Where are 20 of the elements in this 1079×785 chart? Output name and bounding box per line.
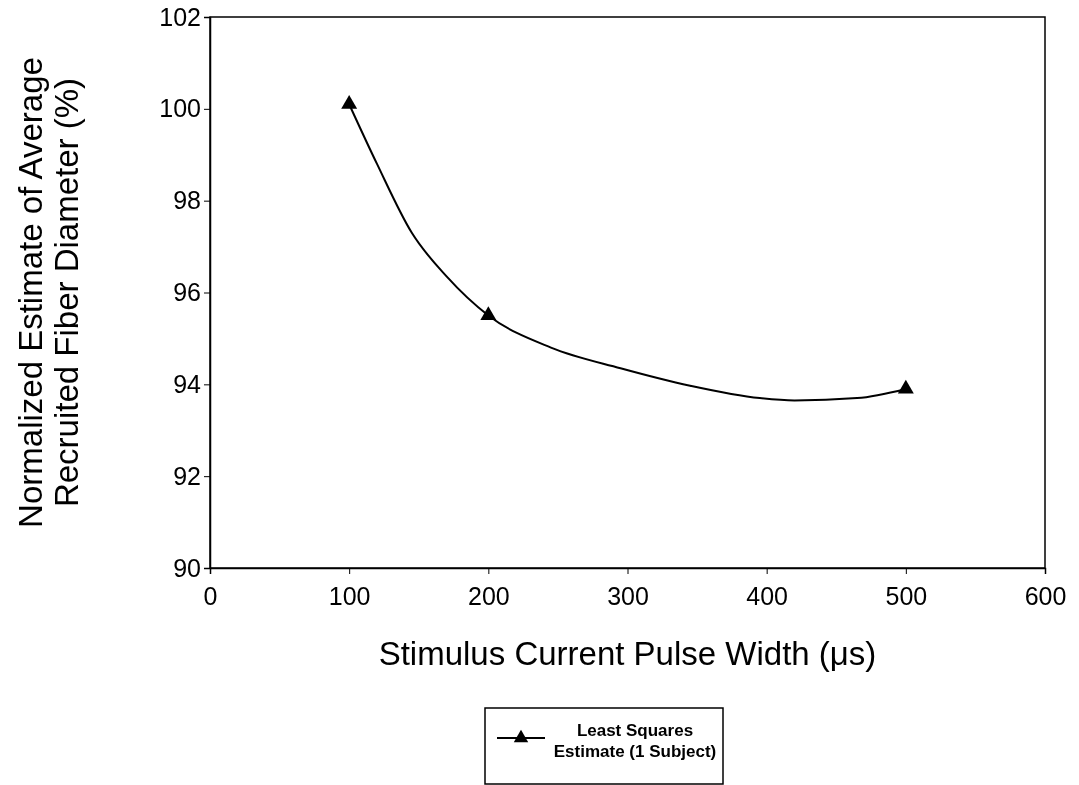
x-tick-label: 500 (885, 581, 928, 610)
y-axis-title: Normalized Estimate of Average Recruited Fiber Diameter (%) (11, 57, 86, 528)
x-tick-label: 400 (746, 581, 789, 610)
y-tick-label: 98 (173, 186, 201, 215)
point (480, 306, 497, 321)
y-tick-label: 100 (159, 94, 201, 123)
point (341, 95, 358, 109)
legend-label: Least Squares Estimate (1 Subject) (553, 721, 717, 761)
x-tick-label: 300 (607, 581, 649, 610)
point (897, 379, 914, 394)
y-tick-label: 90 (173, 553, 201, 582)
y-tick-label: 96 (173, 278, 201, 306)
y-tick-label: 102 (159, 2, 201, 31)
y-tick-label: 94 (173, 369, 202, 398)
x-tick-label: 600 (1024, 581, 1067, 610)
x-tick-label: 200 (467, 581, 510, 610)
x-tick-label: 0 (203, 581, 218, 610)
x-axis-title: Stimulus Current Pulse Width (μs) (378, 635, 877, 672)
y-tick-label: 92 (173, 461, 201, 490)
x-tick-label: 100 (328, 581, 371, 610)
